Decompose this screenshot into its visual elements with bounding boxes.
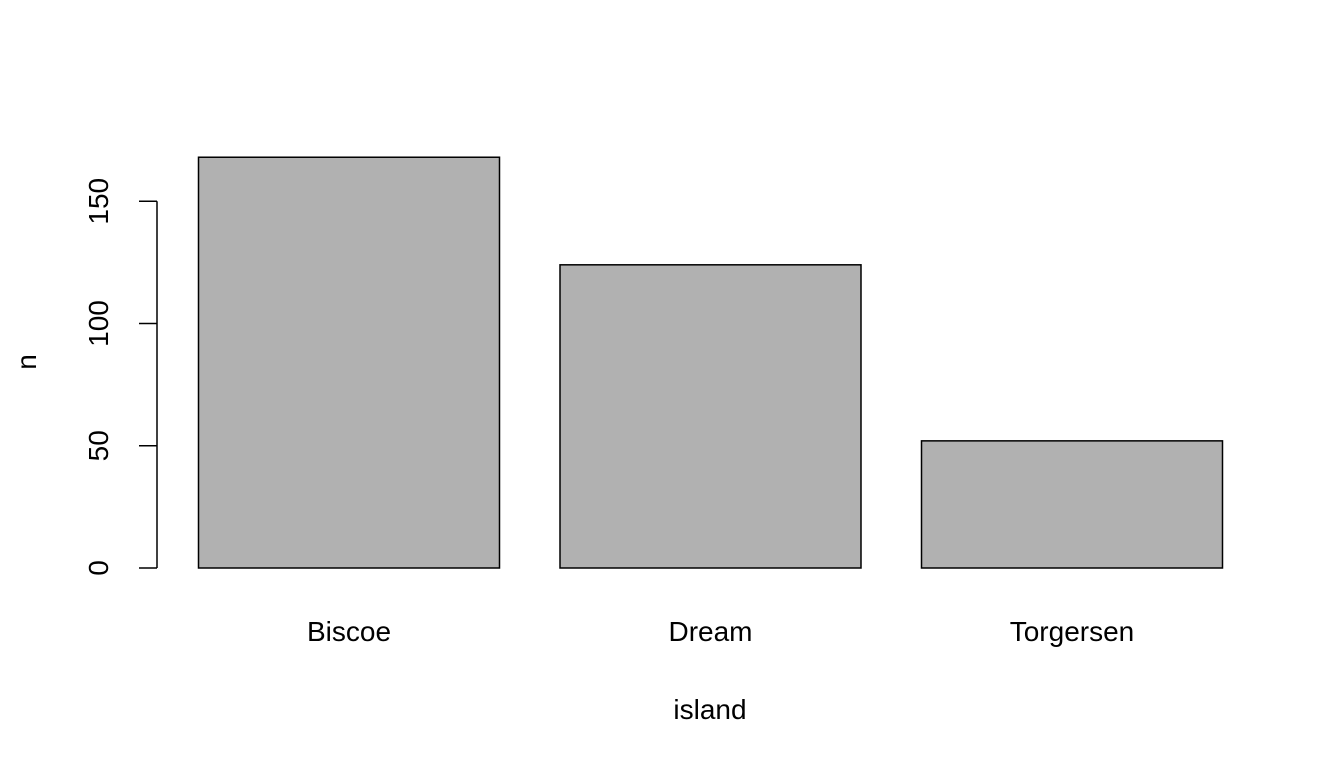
x-axis-label: island bbox=[673, 694, 746, 725]
bar-torgersen bbox=[920, 440, 1224, 569]
x-tick-label-biscoe: Biscoe bbox=[307, 616, 391, 647]
bar-biscoe bbox=[197, 156, 501, 569]
y-tick-label-0: 0 bbox=[83, 560, 114, 576]
x-tick-labels: Biscoe Dream Torgersen bbox=[307, 616, 1134, 647]
y-tick-label-50: 50 bbox=[83, 430, 114, 461]
x-tick-label-torgersen: Torgersen bbox=[1010, 616, 1135, 647]
y-tick-label-150: 150 bbox=[83, 178, 114, 225]
bar-dream bbox=[559, 264, 862, 569]
y-tick-label-100: 100 bbox=[83, 300, 114, 347]
bars-group bbox=[197, 156, 1224, 569]
y-axis: 0 50 100 150 bbox=[83, 178, 158, 576]
x-tick-label-dream: Dream bbox=[668, 616, 752, 647]
y-axis-label: n bbox=[11, 354, 42, 370]
